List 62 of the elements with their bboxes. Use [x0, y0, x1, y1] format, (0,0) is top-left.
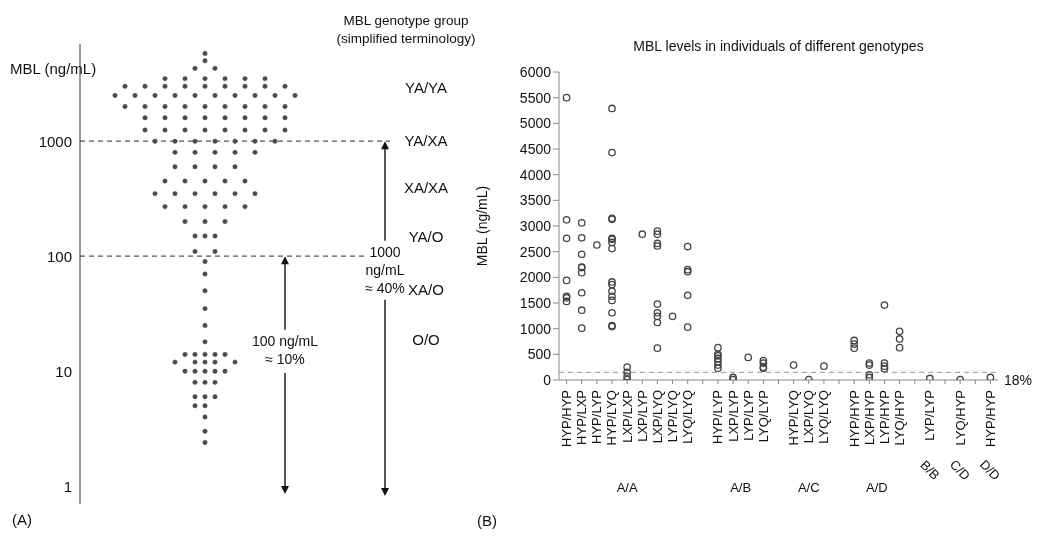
y-tick-label: 5500: [519, 89, 552, 106]
text: 18%: [1004, 372, 1033, 389]
y-tick-label: 1000: [38, 132, 72, 150]
x-tick-label: LYQ/HYP: [892, 390, 908, 446]
x-tick-label: LYP/LYP: [740, 390, 756, 441]
y-tick-label: 2500: [519, 243, 552, 260]
y-tick-label: 4500: [519, 140, 552, 157]
text: (B): [477, 511, 497, 529]
x-tick-label: LYQ/LYQ: [816, 390, 832, 444]
x-tick-label: LXP/LYP: [634, 390, 650, 442]
x-tick-label: HYP/LYQ: [604, 390, 620, 446]
x-tick-label: LXP/LYQ: [649, 390, 665, 444]
x-tick-label: LYQ/LYP: [755, 390, 771, 443]
chart-title: MBL levels in individuals of different genotypes: [632, 38, 925, 54]
text: YA/O: [408, 227, 444, 247]
x-tick-label: LYQ/HYP: [952, 390, 968, 446]
y-tick-label: 1500: [519, 294, 552, 311]
x-tick-label: HYP/HYP: [846, 390, 862, 448]
x-tick-label: LXP/LYP: [725, 390, 741, 442]
annotation: 1000 ng/mL ≈ 40%: [365, 240, 405, 300]
y-tick-label: 6000: [519, 63, 552, 80]
text: A/D: [866, 479, 888, 495]
y-tick-label: 500: [527, 346, 552, 363]
x-tick-label: LXP/LYQ: [801, 390, 817, 444]
annotation: MBL genotype group (simplified terminology): [336, 12, 476, 48]
text: YA/YA: [405, 78, 447, 98]
y-tick-label: 3500: [519, 192, 552, 209]
text: B/B: [917, 457, 943, 483]
text: A/B: [730, 479, 752, 495]
y-tick-label: 10: [55, 362, 72, 380]
x-tick-label: HYP/LYP: [589, 390, 605, 444]
text: XA/XA: [403, 178, 449, 198]
y-tick-label: 4000: [519, 166, 552, 183]
text: C/D: [946, 456, 974, 484]
x-tick-label: LXP/HYP: [861, 390, 877, 445]
text: O/O: [412, 330, 440, 350]
text: A/A: [616, 479, 638, 495]
y-tick-label: 5000: [519, 115, 552, 132]
text: (A): [12, 510, 32, 530]
x-tick-label: LXP/LXP: [619, 390, 635, 443]
y-tick-label: 100: [46, 247, 72, 265]
y-tick-label: 1: [63, 477, 72, 495]
annotation: 100 ng/mL ≈ 10%: [251, 329, 319, 371]
y-tick-label: 1000: [519, 320, 552, 337]
x-tick-label: LYP/LYQ: [665, 390, 681, 443]
y-axis-title: MBL (ng/mL): [10, 60, 97, 77]
y-tick-label: 3000: [519, 217, 552, 234]
text: A/C: [797, 479, 820, 495]
text: YA/XA: [404, 131, 448, 151]
x-tick-label: HYP/HYP: [559, 390, 575, 448]
x-tick-label: LYP/LYP: [922, 390, 938, 441]
y-axis-title: MBL (ng/mL): [474, 185, 490, 267]
text: XA/O: [408, 280, 444, 300]
x-tick-label: HYP/LYQ: [786, 390, 802, 446]
x-tick-label: HYP/LYP: [710, 390, 726, 444]
y-tick-label: 0: [543, 371, 552, 388]
x-tick-label: HYP/LXP: [574, 390, 590, 445]
x-tick-label: LYP/HYP: [876, 390, 892, 444]
x-tick-label: LYQ/LYQ: [680, 390, 696, 444]
text: D/D: [977, 456, 1004, 484]
y-tick-label: 2000: [519, 269, 552, 286]
x-tick-label: HYP/HYP: [982, 390, 998, 448]
